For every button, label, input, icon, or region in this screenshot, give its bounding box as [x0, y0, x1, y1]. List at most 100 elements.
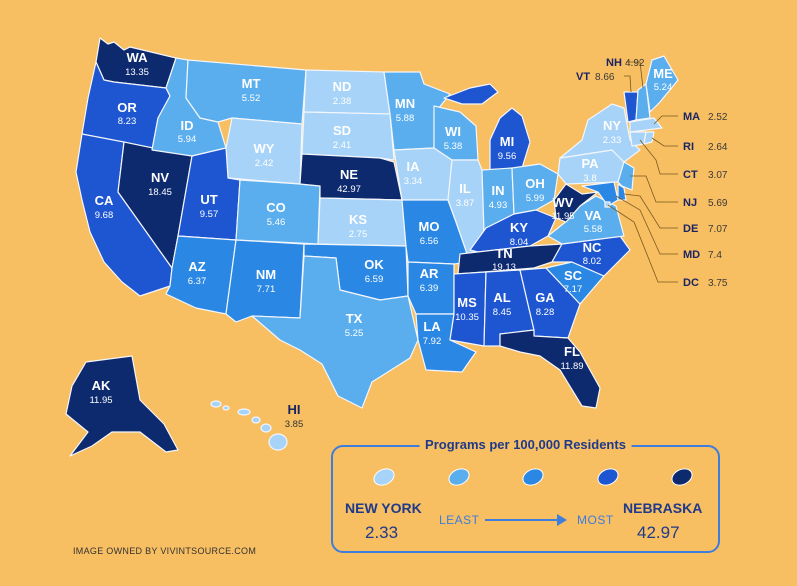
label-fl-value: 11.89 [560, 361, 583, 372]
state-mi-upper [443, 83, 499, 105]
callout-nj-abbr: NJ [683, 197, 697, 209]
label-me: ME5.24 [653, 66, 673, 93]
leader-ma [653, 115, 678, 125]
label-id: ID5.94 [178, 118, 197, 145]
state-sd [301, 111, 395, 161]
legend-min-value: 2.33 [365, 523, 399, 542]
label-ut-abbr: UT [200, 192, 217, 207]
label-wy: WY 2.42 [254, 141, 275, 169]
label-az: AZ 6.37 [188, 259, 207, 287]
legend-swatch-2 [445, 465, 472, 489]
leader-vt [624, 75, 632, 93]
legend-title: Programs per 100,000 Residents [419, 437, 632, 452]
callout-dc: DC 3.75 [683, 277, 728, 289]
label-va: VA5.58 [584, 208, 603, 235]
label-ks-abbr: KS [349, 212, 367, 227]
label-co-abbr: CO [266, 200, 286, 215]
legend-min-state: NEW YORK [345, 500, 422, 516]
label-wi-abbr: WI [445, 124, 461, 139]
label-or-abbr: OR [117, 100, 137, 115]
state-mi [489, 107, 531, 171]
callout-ma-abbr: MA [683, 111, 700, 123]
label-ga-abbr: GA [535, 290, 555, 305]
label-ky-abbr: KY [510, 220, 528, 235]
label-ca: CA 9.68 [95, 193, 114, 221]
callout-vt: VT 8.66 [576, 71, 615, 83]
label-wa-abbr: WA [127, 50, 149, 65]
callout-ri-abbr: RI [683, 141, 694, 153]
callout-ma: MA 2.52 [683, 111, 728, 123]
label-az-abbr: AZ [188, 259, 205, 274]
leader-md [615, 195, 678, 255]
label-nm: NM 7.71 [256, 267, 276, 295]
leader-ri [651, 137, 678, 147]
label-nd-abbr: ND [333, 79, 352, 94]
leader-dc [607, 204, 678, 283]
state-hi [210, 400, 288, 451]
label-ia-value: 3.34 [404, 176, 423, 187]
legend-most-label: MOST [577, 513, 614, 527]
callout-md: MD 7.4 [683, 249, 722, 261]
state-ri [643, 131, 655, 145]
legend-arrow [485, 514, 567, 526]
label-mt-abbr: MT [242, 76, 261, 91]
label-tx-value: 5.25 [345, 328, 364, 339]
label-nm-abbr: NM [256, 267, 276, 282]
label-nd-value: 2.38 [333, 96, 352, 107]
callout-de: DE 7.07 [683, 223, 728, 235]
label-in-abbr: IN [492, 183, 505, 198]
label-wa: WA 13.35 [125, 50, 149, 78]
label-nv-value: 18.45 [148, 187, 172, 198]
label-pa-abbr: PA [581, 156, 599, 171]
label-ks-value: 2.75 [349, 229, 368, 240]
label-nd: ND 2.38 [333, 79, 352, 107]
callout-ct: CT 3.07 [683, 169, 728, 181]
label-il-abbr: IL [459, 181, 471, 196]
label-pa: PA 3.8 [581, 156, 599, 184]
callout-vt-abbr: VT [576, 71, 590, 83]
label-ar-value: 6.39 [420, 283, 439, 294]
label-la: LA 7.92 [423, 319, 442, 347]
state-me [645, 55, 679, 113]
callout-dc-value: 3.75 [708, 278, 728, 289]
label-in: IN 4.93 [489, 183, 508, 211]
label-ok-abbr: OK [364, 257, 384, 272]
label-ny-abbr: NY [603, 118, 621, 133]
label-mi: MI 9.56 [498, 134, 517, 162]
label-pa-value: 3.8 [583, 173, 596, 184]
label-fl-abbr: FL [564, 344, 580, 359]
label-hi-value: 3.85 [285, 419, 304, 430]
label-mo-abbr: MO [419, 219, 440, 234]
label-al-value: 8.45 [493, 307, 512, 318]
label-nv: NV 18.45 [148, 170, 172, 198]
callout-de-abbr: DE [683, 223, 698, 235]
label-ok: OK 6.59 [364, 257, 384, 285]
callout-md-abbr: MD [683, 249, 700, 261]
label-co-value: 5.46 [267, 217, 286, 228]
callout-ri: RI 2.64 [683, 141, 728, 153]
state-wv [553, 183, 599, 223]
label-ak-abbr: AK [92, 378, 111, 393]
label-ms-abbr: MS [457, 295, 477, 310]
label-wy-value: 2.42 [255, 158, 274, 169]
label-ut-value: 9.57 [200, 209, 219, 220]
label-fl: FL 11.89 [560, 344, 583, 372]
leader-nj [630, 175, 678, 203]
state-ak [65, 355, 179, 457]
state-tx [251, 255, 419, 409]
label-co: CO 5.46 [266, 200, 286, 228]
label-in-value: 4.93 [489, 200, 508, 211]
label-sd-value: 2.41 [333, 140, 352, 151]
label-wi-value: 5.38 [444, 141, 463, 152]
label-nc-value: 8.02 [583, 256, 602, 267]
callout-ma-value: 2.52 [708, 112, 728, 123]
callout-ri-value: 2.64 [708, 142, 728, 153]
label-hi-abbr: HI [288, 402, 301, 417]
label-tx-abbr: TX [346, 311, 363, 326]
label-ne-abbr: NE [340, 167, 358, 182]
state-nj [617, 161, 635, 191]
label-al-abbr: AL [493, 290, 510, 305]
label-az-value: 6.37 [188, 276, 207, 287]
label-nv-abbr: NV [151, 170, 169, 185]
